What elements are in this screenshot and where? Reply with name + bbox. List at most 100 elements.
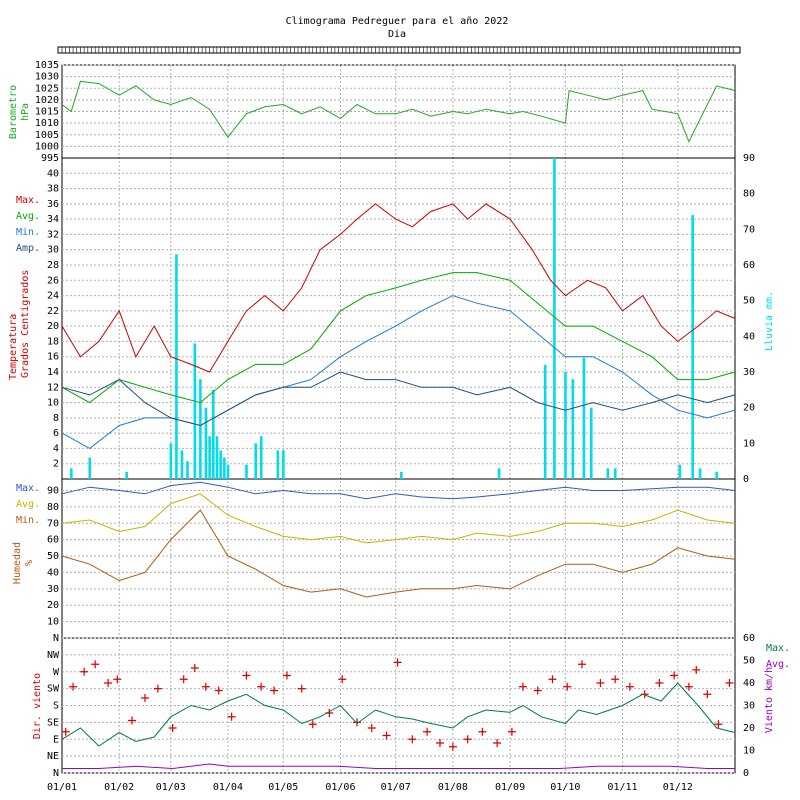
wind-dir-point xyxy=(282,671,291,680)
temperature-y-tick: 12 xyxy=(47,382,59,393)
temperature-y-tick: 4 xyxy=(53,443,59,454)
humidity-y-tick: 20 xyxy=(47,600,59,611)
wind-dir-point xyxy=(655,679,664,687)
temp-line-amp_temp xyxy=(61,371,736,427)
wind-dir-point xyxy=(104,679,113,687)
wind-dir-point xyxy=(353,718,362,727)
x-tick-label: 01/12 xyxy=(663,782,693,793)
wind-dir-point xyxy=(242,671,251,680)
wind-dir-point xyxy=(507,727,516,736)
rain-bar xyxy=(204,407,208,479)
wind-dir-point xyxy=(703,690,712,699)
wind-dir-point xyxy=(518,682,527,691)
rain-y2-tick: 90 xyxy=(743,153,755,164)
wind-dir-point xyxy=(113,675,122,684)
rain-bar xyxy=(223,457,226,479)
wind-dir-point xyxy=(80,667,89,676)
x-tick-label: 01/08 xyxy=(438,782,468,793)
temperature-y-tick: 30 xyxy=(47,245,59,256)
temperature-y-tick: 8 xyxy=(53,413,59,424)
chart-subtitle: Dia xyxy=(388,29,406,40)
pressure-line xyxy=(61,80,736,143)
wind-dir-point xyxy=(128,716,137,725)
temperature-y-tick: 40 xyxy=(47,168,59,179)
x-tick-label: 01/04 xyxy=(213,782,243,793)
wind-dir-point xyxy=(91,660,100,669)
humidity-ylabel: Humedad xyxy=(12,542,23,584)
rain-y2-tick: 20 xyxy=(743,403,755,414)
wind-dir-point xyxy=(168,724,177,732)
wind-dir-point xyxy=(463,735,472,744)
wind-dir-point xyxy=(382,731,391,740)
humidity-y-tick: 90 xyxy=(47,485,59,496)
rain-bar xyxy=(497,468,501,479)
rain-y2-tick: 10 xyxy=(743,438,755,449)
wind-dir-point xyxy=(563,682,572,691)
rain-bar xyxy=(276,450,280,479)
rain-bar xyxy=(208,436,211,479)
wind-y2label: Viento km/h xyxy=(764,667,775,733)
wind-dir-point xyxy=(596,679,605,687)
wind-dir-tick: E xyxy=(53,734,59,745)
rain-y2-tick: 80 xyxy=(743,189,755,200)
x-tick-label: 01/10 xyxy=(550,782,580,793)
temperature-y-tick: 32 xyxy=(47,229,59,240)
humidity-line-hum_max xyxy=(61,481,736,500)
wind-dir-tick: SW xyxy=(47,684,60,695)
humidity-line-hum_min xyxy=(61,509,736,598)
wind-legend-avg: Avg. xyxy=(766,659,790,670)
rain-y2-tick: 60 xyxy=(743,260,755,271)
rain-bar xyxy=(226,464,230,479)
rain-bar xyxy=(186,461,189,479)
wind-dir-point xyxy=(714,720,723,729)
wind-dir-point xyxy=(201,682,210,691)
rain-y2-tick: 50 xyxy=(743,296,755,307)
pressure-y-tick-min: 995 xyxy=(41,153,59,164)
x-tick-label: 01/06 xyxy=(325,782,355,793)
wind-dir-point xyxy=(308,720,317,729)
wind-dir-point xyxy=(61,727,70,736)
rain-bar xyxy=(543,364,547,479)
rain-bar xyxy=(70,468,73,479)
wind-dir-point xyxy=(625,682,634,691)
wind-dir-point xyxy=(297,684,306,693)
wind-dir-point xyxy=(153,684,162,693)
labels-layer: 01/01 01/02 01/03 01/04 01/05 01/06 01/07 01/08… xyxy=(8,60,790,793)
rain-y2-tick: 30 xyxy=(743,367,755,378)
temperature-y-tick: 36 xyxy=(47,199,59,210)
wind-dir-point xyxy=(478,727,487,736)
temperature-y-tick: 26 xyxy=(47,275,59,286)
temperature-y-tick: 18 xyxy=(47,336,59,347)
rain-bar xyxy=(88,457,92,479)
wind-line-wind_max xyxy=(61,682,736,747)
top-ruler xyxy=(57,46,741,54)
rain-bar xyxy=(691,215,694,480)
rain-bar xyxy=(715,471,718,479)
wind-dir-point xyxy=(227,712,236,721)
rain-bar xyxy=(259,436,263,479)
humidity-ylabel-unit: % xyxy=(24,560,35,566)
wind-dir-point xyxy=(725,679,734,687)
pressure-y-tick: 1035 xyxy=(35,60,59,71)
rain-bar xyxy=(175,254,178,479)
rain-bar xyxy=(613,468,617,479)
wind-dir-point xyxy=(670,671,679,680)
rain-bar xyxy=(193,343,197,479)
temp-line-max_temp xyxy=(61,203,736,373)
wind-y2-tick: 30 xyxy=(743,701,755,712)
pressure-y-tick: 1010 xyxy=(35,118,59,129)
temperature-y-tick: 10 xyxy=(47,398,59,409)
rain-bar xyxy=(125,471,128,479)
pressure-y-tick: 1030 xyxy=(35,72,59,83)
wind-dir-point xyxy=(435,739,444,747)
pressure-ylabel: Barometro xyxy=(8,85,19,139)
wind-dir-point xyxy=(367,724,376,732)
humidity-line-hum_avg xyxy=(61,493,736,544)
rain-bar xyxy=(254,443,258,479)
rain-bar xyxy=(400,471,403,479)
wind-dir-tick: W xyxy=(53,667,60,678)
pressure-ylabel-unit: hPa xyxy=(20,103,31,121)
pressure-y-tick: 1005 xyxy=(35,130,59,141)
marks-layer xyxy=(61,80,736,770)
